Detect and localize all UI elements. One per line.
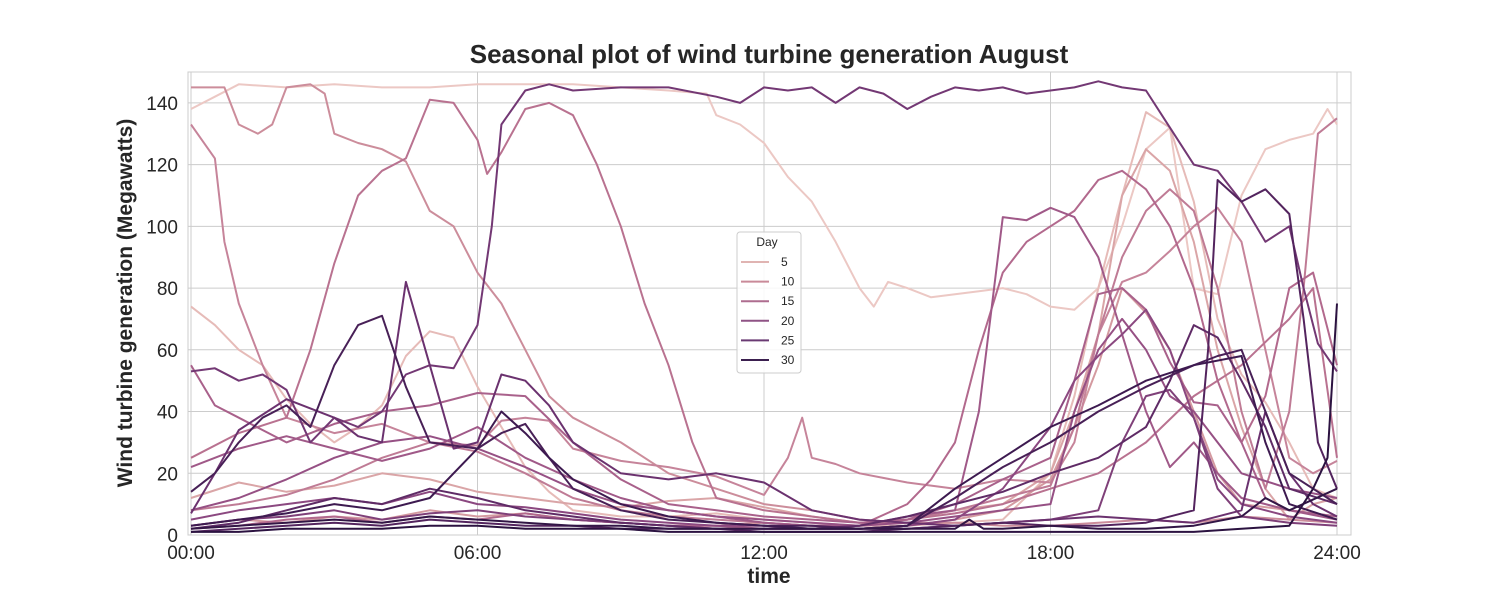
x-tick-label: 06:00 bbox=[454, 543, 502, 564]
y-tick-label: 0 bbox=[167, 526, 178, 547]
legend-label: 30 bbox=[781, 353, 795, 367]
series-line-1 bbox=[190, 83, 1338, 311]
y-tick-labels: 0 20 40 60 80 100 120 140 bbox=[146, 94, 178, 547]
legend-label: 25 bbox=[781, 333, 795, 347]
y-axis-label: Wind turbine generation (Megawatts) bbox=[114, 119, 137, 487]
series-line-8 bbox=[190, 98, 1338, 524]
series-line-21 bbox=[190, 487, 1338, 530]
series-line-20 bbox=[190, 355, 1338, 530]
x-tick-label: 18:00 bbox=[1027, 543, 1075, 564]
legend-label: 20 bbox=[781, 314, 795, 328]
series-line-2 bbox=[190, 111, 1338, 527]
legend-entries: 5 10 15 20 25 30 bbox=[741, 255, 795, 367]
chart-title: Seasonal plot of wind turbine generation… bbox=[470, 39, 1069, 69]
series-line-22 bbox=[191, 303, 1338, 533]
legend-label: 15 bbox=[781, 294, 795, 308]
series-line-15 bbox=[190, 80, 1338, 444]
series-lines bbox=[190, 80, 1338, 533]
x-tick-label: 00:00 bbox=[167, 543, 215, 564]
y-tick-label: 140 bbox=[146, 94, 178, 115]
series-line-18 bbox=[190, 179, 1338, 533]
legend-label: 5 bbox=[781, 255, 788, 269]
legend-label: 10 bbox=[781, 275, 795, 289]
series-line-16 bbox=[190, 280, 1338, 527]
y-tick-label: 80 bbox=[157, 279, 178, 300]
legend-title: Day bbox=[756, 235, 777, 249]
legend: Day 5 10 15 20 25 30 bbox=[736, 231, 802, 374]
legend-box bbox=[736, 231, 802, 374]
x-tick-label: 12:00 bbox=[740, 543, 788, 564]
x-tick-labels: 00:00 06:00 12:00 18:00 24:00 bbox=[167, 543, 1361, 564]
y-tick-label: 40 bbox=[157, 403, 178, 424]
y-tick-label: 100 bbox=[146, 217, 178, 238]
y-tick-label: 20 bbox=[157, 464, 178, 485]
y-tick-label: 120 bbox=[146, 156, 178, 177]
y-tick-label: 60 bbox=[157, 341, 178, 362]
series-line-19 bbox=[190, 314, 1338, 530]
x-axis-label: time bbox=[747, 565, 790, 588]
x-tick-label: 24:00 bbox=[1313, 543, 1361, 564]
